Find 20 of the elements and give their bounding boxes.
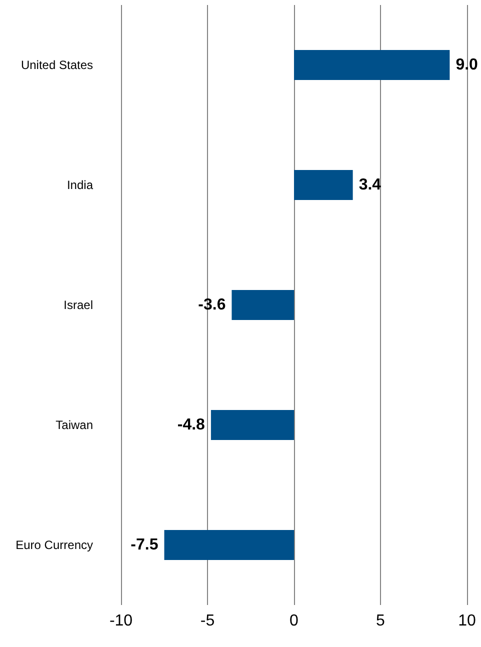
data-label: -4.8 [177,416,206,434]
x-tick-label: 0 [290,612,299,630]
x-tick-label: -5 [200,612,215,630]
y-tick-label: Israel [64,298,93,312]
y-tick-label: Euro Currency [16,538,93,552]
y-tick-label: United States [20,58,93,72]
y-tick-label: India [66,178,94,192]
bar [210,410,294,440]
data-label: -7.5 [130,536,158,554]
data-label: 9.0 [456,56,478,74]
bar [294,170,353,200]
data-label: 3.4 [358,176,382,194]
y-tick-label: Taiwan [56,418,93,432]
data-label: -3.6 [198,296,226,314]
bar [164,530,294,560]
bar [294,50,450,80]
bar [232,290,294,320]
x-tick-label: 10 [458,612,476,630]
x-tick-label: -10 [109,612,133,630]
x-tick-label: 5 [376,612,386,630]
